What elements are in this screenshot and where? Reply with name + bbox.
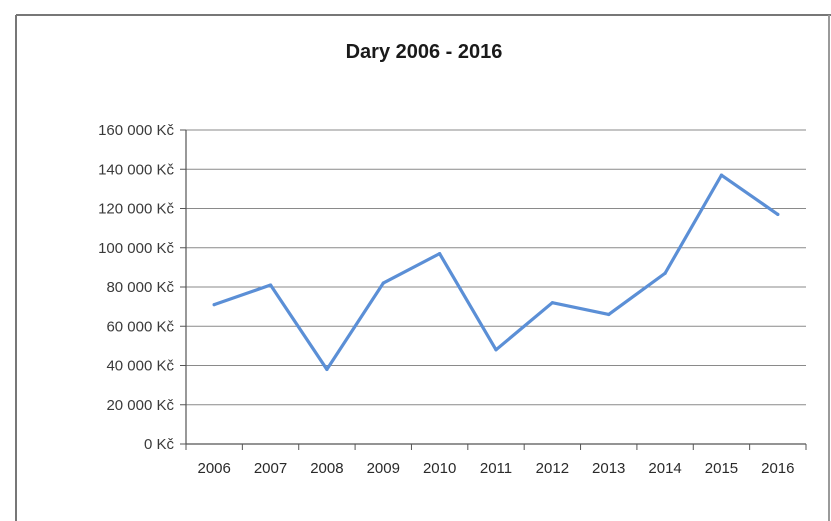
data-point-2013: [607, 312, 611, 317]
axis-layer: [180, 129, 807, 450]
data-point-2014: [663, 271, 667, 275]
x-tick-label: 2008: [310, 460, 343, 477]
series-layer: [212, 173, 780, 372]
data-point-2006: [212, 303, 216, 307]
x-tick-label: 2011: [480, 460, 512, 477]
y-tick-label: 100 000 Kč: [98, 240, 174, 257]
x-tick-label: 2013: [592, 460, 625, 477]
x-tick-label: 2007: [254, 460, 287, 477]
y-tick-label: 60 000 Kč: [106, 318, 174, 335]
x-tick-label: 2009: [367, 460, 400, 477]
x-tick-label: 2012: [536, 460, 569, 477]
grid-layer: [186, 129, 806, 406]
data-point-2011: [494, 348, 498, 352]
x-tick-label: 2016: [761, 460, 794, 477]
y-tick-labels: 0 Kč 20 000 Kč 40 000 Kč 60 000 Kč 80 000 Kč…: [98, 122, 174, 453]
data-point-2015: [719, 173, 724, 177]
y-tick-label: 20 000 Kč: [106, 397, 174, 414]
y-tick-label: 0 Kč: [144, 436, 175, 453]
x-tick-label: 2015: [705, 460, 738, 477]
data-point-2016: [776, 212, 780, 216]
data-point-2010: [438, 252, 442, 256]
y-tick-label: 40 000 Kč: [106, 358, 174, 375]
y-tick-label: 120 000 Kč: [98, 201, 174, 218]
y-tick-label: 80 000 Kč: [106, 279, 174, 296]
chart-title: Dary 2006 - 2016: [346, 41, 503, 63]
x-tick-labels: 2006 2007 2008 2009 2010 2011 2012 2013 2014 2015…: [197, 460, 794, 477]
data-point-2012: [550, 301, 554, 305]
data-point-2008: [325, 367, 329, 372]
x-tick-label: 2014: [648, 460, 681, 477]
data-point-2007: [268, 283, 273, 287]
y-tick-label: 160 000 Kč: [98, 122, 174, 139]
data-point-2009: [381, 281, 385, 285]
series-line: [212, 173, 780, 372]
x-tick-label: 2010: [423, 460, 456, 477]
y-tick-label: 140 000 Kč: [98, 161, 174, 178]
x-tick-label: 2006: [197, 460, 230, 477]
